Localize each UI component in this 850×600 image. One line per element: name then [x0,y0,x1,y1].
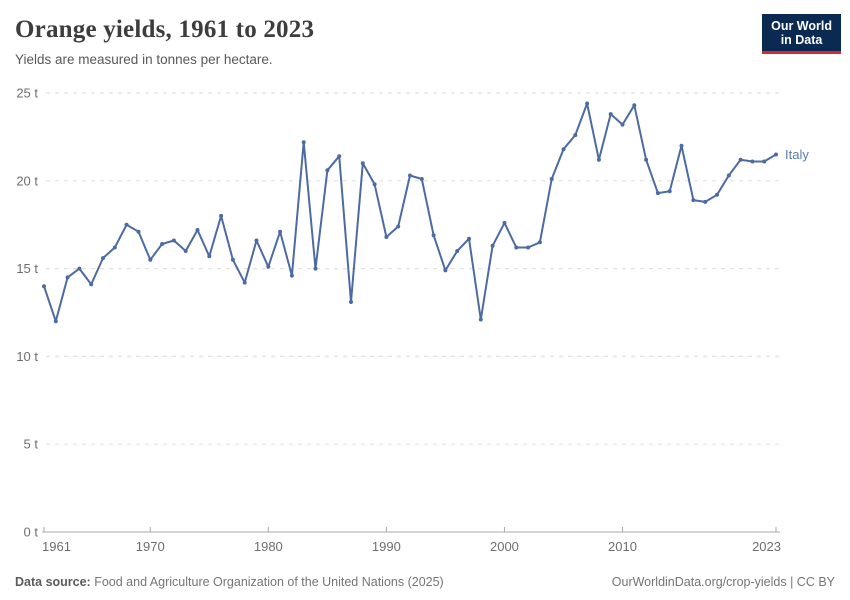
data-point-1967[interactable] [112,245,117,250]
data-point-2023[interactable] [774,152,778,157]
chart-subtitle: Yields are measured in tonnes per hectar… [15,52,273,67]
data-point-1995[interactable] [443,268,448,273]
data-point-2012[interactable] [644,157,649,162]
x-tick-label-1961: 1961 [42,539,71,554]
data-point-1997[interactable] [467,236,471,241]
data-point-1991[interactable] [396,224,401,229]
x-tick-label-1970: 1970 [136,539,165,554]
data-point-1976[interactable] [219,213,224,218]
data-point-1972[interactable] [171,238,176,243]
x-tick-label-1990: 1990 [372,539,401,554]
data-point-2021[interactable] [750,159,755,164]
data-point-2014[interactable] [667,189,672,194]
chart-canvas: 0 t 5 t 10 t 15 t 20 t 25 t 1961 1970 1980 1990 20… [16,86,809,555]
data-point-2022[interactable] [762,159,767,164]
owid-logo-line2: in Data [780,33,823,47]
series-line-italy[interactable] [43,102,777,323]
data-point-1968[interactable] [124,222,129,227]
data-point-2002[interactable] [526,245,531,250]
owid-logo[interactable]: Our World in Data [762,14,841,54]
data-point-2006[interactable] [573,133,578,138]
data-point-1998[interactable] [478,317,483,322]
data-point-1989[interactable] [372,182,377,187]
data-point-2017[interactable] [703,199,708,204]
data-point-2020[interactable] [738,157,743,162]
data-point-1965[interactable] [89,282,94,287]
data-point-1986[interactable] [337,154,342,159]
data-point-1984[interactable] [313,266,318,271]
data-point-2001[interactable] [514,245,519,250]
data-point-1982[interactable] [289,273,294,278]
data-point-2009[interactable] [608,112,613,117]
x-tick-label-2000: 2000 [490,539,519,554]
data-point-2008[interactable] [596,157,601,162]
data-point-1962[interactable] [53,319,58,324]
data-point-1990[interactable] [384,235,389,239]
data-point-2004[interactable] [549,177,554,181]
data-point-2005[interactable] [561,147,566,152]
data-point-1983[interactable] [301,140,306,145]
data-point-2010[interactable] [620,122,625,127]
x-tick-label-1980: 1980 [254,539,283,554]
x-tick-label-2023: 2023 [752,539,781,554]
y-tick-label-25: 25 t [16,86,38,101]
data-point-1992[interactable] [408,173,412,178]
data-point-1988[interactable] [360,161,365,166]
y-tick-label-20: 20 t [16,173,38,188]
data-point-1970[interactable] [148,257,153,262]
data-point-2013[interactable] [655,191,660,196]
data-point-1985[interactable] [325,168,330,173]
series-label-italy[interactable]: Italy [785,147,809,162]
data-point-1994[interactable] [431,233,436,238]
data-point-2016[interactable] [691,198,696,203]
footer: Data source: Food and Agriculture Organi… [15,575,835,589]
data-point-2018[interactable] [715,192,719,197]
y-tick-label-5: 5 t [24,437,39,452]
data-point-2019[interactable] [726,173,731,178]
data-source-note: Data source: Food and Agriculture Organi… [15,575,444,589]
x-tick-label-2010: 2010 [608,539,637,554]
data-point-2000[interactable] [502,220,507,225]
data-point-1987[interactable] [349,300,353,304]
data-point-2003[interactable] [537,240,542,245]
data-point-1963[interactable] [65,275,70,280]
y-tick-label-0: 0 t [24,525,39,540]
y-tick-label-15: 15 t [16,261,38,276]
data-point-2015[interactable] [679,143,684,148]
data-point-1975[interactable] [207,254,212,259]
data-point-1969[interactable] [136,229,141,234]
data-point-1993[interactable] [419,177,424,181]
data-point-1978[interactable] [242,280,247,285]
data-point-1974[interactable] [195,228,200,232]
data-point-1980[interactable] [266,264,271,269]
data-point-1971[interactable] [160,242,165,246]
data-point-1964[interactable] [77,266,82,271]
credits-link: OurWorldinData.org/crop-yields | CC BY [611,575,835,589]
y-tick-label-10: 10 t [16,349,38,364]
data-point-1981[interactable] [278,229,283,234]
data-point-1979[interactable] [254,238,259,243]
data-point-1977[interactable] [230,257,235,262]
data-point-2011[interactable] [632,103,637,108]
data-source-text: Food and Agriculture Organization of the… [90,575,444,589]
data-point-1973[interactable] [183,249,188,253]
data-source-label: Data source: [15,575,91,589]
data-point-1966[interactable] [101,256,105,261]
data-point-1999[interactable] [490,243,495,248]
owid-logo-line1: Our World [771,19,832,33]
data-point-1961[interactable] [42,284,46,289]
page-title: Orange yields, 1961 to 2023 [15,16,315,43]
data-point-1996[interactable] [455,249,460,253]
data-point-2007[interactable] [585,101,590,106]
